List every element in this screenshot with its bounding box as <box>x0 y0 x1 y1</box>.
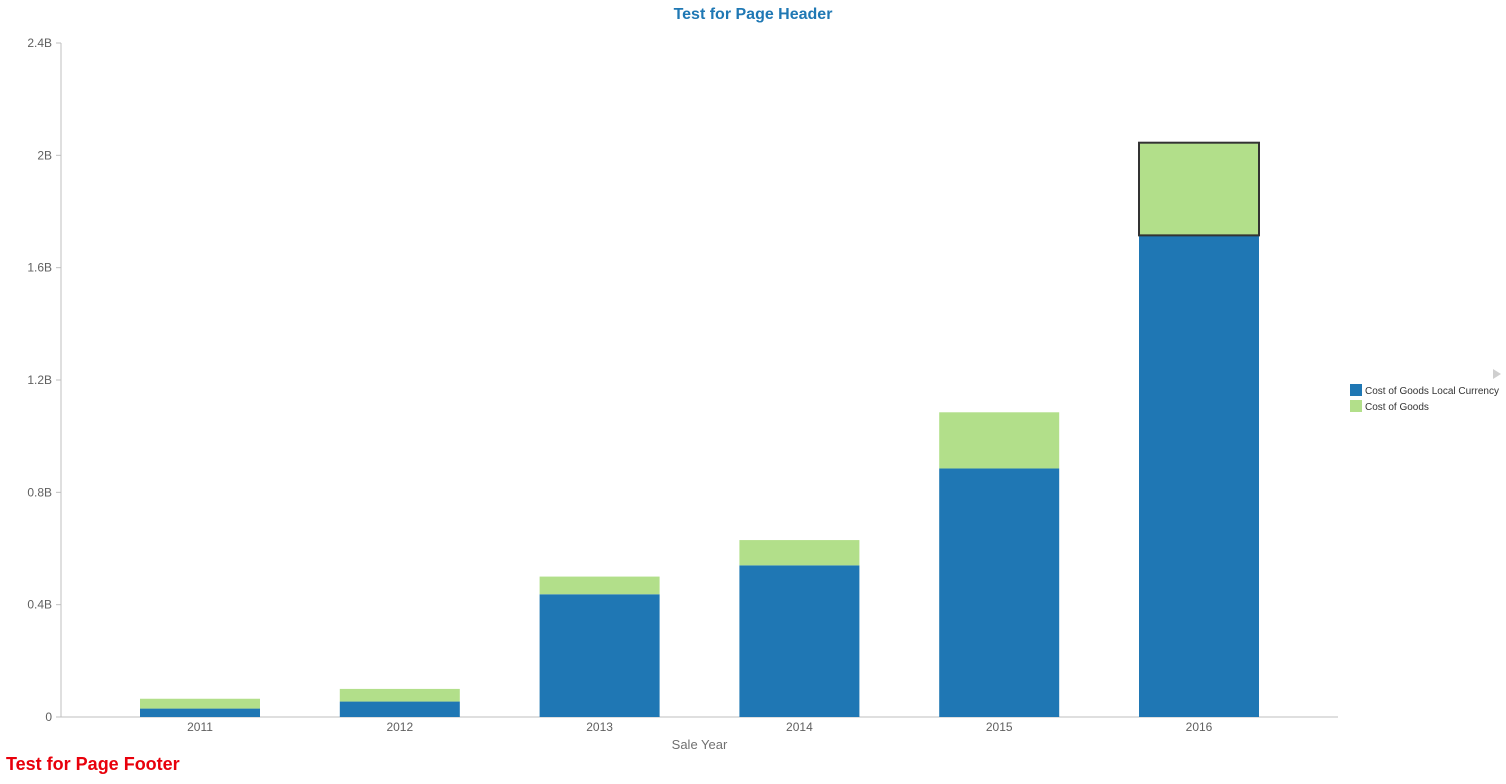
bar-segment[interactable] <box>939 468 1060 717</box>
bar-segment[interactable] <box>739 565 860 717</box>
bar-segment[interactable] <box>140 698 260 709</box>
bars-group <box>140 141 1260 717</box>
x-axis: 2011 2012 2013 2014 2015 2016 <box>61 716 1338 734</box>
y-tick-label: 1.6B <box>27 261 52 275</box>
y-tick-label: 2.4B <box>27 36 52 50</box>
bar-segment[interactable] <box>939 412 1060 469</box>
bar-segment[interactable] <box>339 701 460 717</box>
bar-segment[interactable] <box>339 688 460 702</box>
x-tick-label: 2012 <box>386 720 413 734</box>
y-tick-label: 0.8B <box>27 485 52 499</box>
bar-segment[interactable] <box>539 594 660 717</box>
x-tick-label: 2016 <box>1186 720 1213 734</box>
bar-segment[interactable] <box>140 708 260 717</box>
legend-swatch <box>1350 384 1362 396</box>
x-axis-title: Sale Year <box>672 737 728 752</box>
bar-segment[interactable] <box>1138 141 1260 237</box>
y-tick-label: 2B <box>37 148 52 162</box>
page-footer: Test for Page Footer <box>6 754 180 774</box>
bar-segment[interactable] <box>739 540 860 566</box>
legend-label[interactable]: Cost of Goods Local Currency <box>1365 386 1499 397</box>
x-tick-label: 2014 <box>786 720 813 734</box>
x-tick-label: 2011 <box>187 720 213 734</box>
y-tick-label: 0 <box>45 710 52 724</box>
x-tick-label: 2013 <box>586 720 613 734</box>
bar-segment[interactable] <box>1139 235 1259 717</box>
legend-swatch <box>1350 400 1362 412</box>
y-axis: 0 0.4B 0.8B 1.2B 1.6B 2B 2.4B <box>27 36 62 724</box>
y-tick-label: 0.4B <box>27 598 52 612</box>
legend: Cost of Goods Local Currency Cost of Good… <box>1350 384 1499 413</box>
x-tick-label: 2015 <box>986 720 1013 734</box>
bar-segment[interactable] <box>539 576 660 595</box>
legend-label[interactable]: Cost of Goods <box>1365 402 1429 413</box>
y-tick-label: 1.2B <box>27 373 52 387</box>
page-header: Test for Page Header <box>673 6 833 23</box>
legend-scroll-arrow-icon[interactable] <box>1493 369 1501 379</box>
